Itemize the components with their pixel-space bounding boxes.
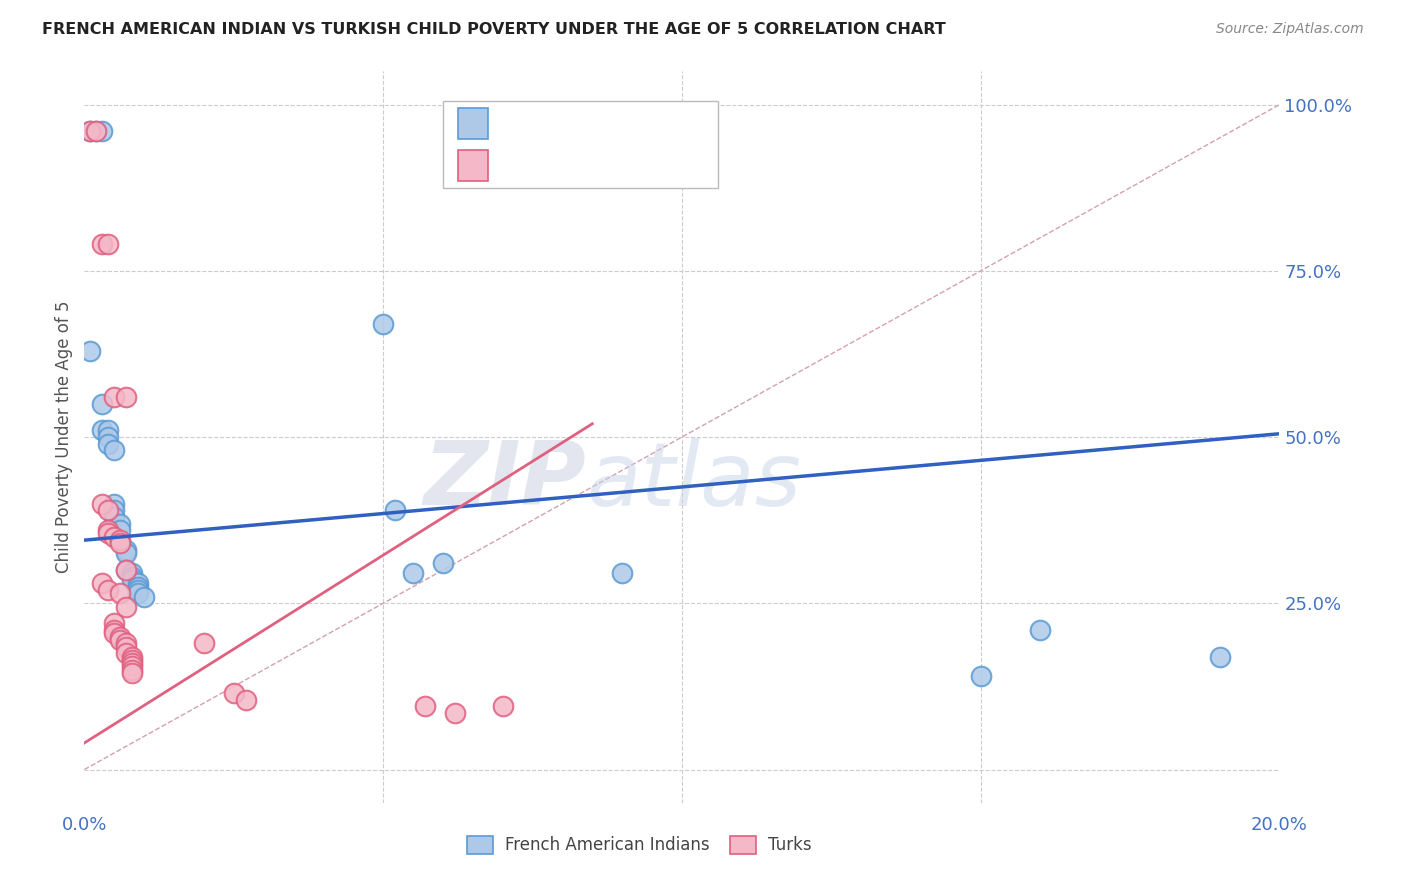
Text: FRENCH AMERICAN INDIAN VS TURKISH CHILD POVERTY UNDER THE AGE OF 5 CORRELATION C: FRENCH AMERICAN INDIAN VS TURKISH CHILD … [42, 22, 946, 37]
Point [97, 582, 120, 597]
Text: R =  0.135: R = 0.135 [503, 114, 599, 132]
Point [110, 523, 132, 537]
FancyBboxPatch shape [443, 101, 718, 188]
Point [86, 124, 108, 138]
Point [110, 533, 132, 548]
Point [110, 586, 132, 600]
Point [103, 530, 125, 544]
Text: 0.0%: 0.0% [62, 816, 107, 834]
Point [115, 563, 138, 577]
Point [103, 509, 125, 524]
Point [97, 237, 120, 252]
Point [970, 669, 993, 683]
Point [91, 576, 114, 591]
Bar [467, 836, 494, 854]
Point [103, 626, 125, 640]
Point [115, 390, 138, 404]
Point [612, 566, 634, 581]
Point [103, 497, 125, 511]
Text: atlas: atlas [586, 438, 801, 524]
Text: N = 35: N = 35 [605, 157, 672, 175]
Point [132, 590, 156, 604]
Point [121, 666, 143, 681]
Point [121, 566, 143, 581]
Point [1209, 649, 1232, 664]
Point [121, 573, 143, 587]
Point [1029, 623, 1052, 637]
Point [222, 686, 245, 700]
Point [444, 706, 467, 720]
Point [110, 632, 132, 647]
Point [79, 124, 101, 138]
Point [121, 659, 143, 673]
Text: ZIP: ZIP [423, 437, 586, 524]
Point [86, 124, 108, 138]
Point [492, 699, 515, 714]
Point [121, 570, 143, 584]
Point [121, 663, 143, 677]
Point [127, 580, 149, 594]
Point [103, 616, 125, 631]
Point [115, 599, 138, 614]
Point [413, 699, 436, 714]
Point [127, 582, 149, 597]
Text: Turks: Turks [768, 836, 811, 854]
Point [97, 526, 120, 541]
Point [432, 557, 454, 571]
Point [193, 636, 215, 650]
Point [115, 563, 138, 577]
Point [121, 653, 143, 667]
Point [110, 630, 132, 644]
Point [97, 436, 120, 450]
Point [110, 516, 132, 531]
Point [97, 430, 120, 444]
Text: Source: ZipAtlas.com: Source: ZipAtlas.com [1216, 22, 1364, 37]
Point [110, 536, 132, 550]
Point [235, 692, 257, 706]
Point [115, 543, 138, 558]
Text: R =  0.426: R = 0.426 [503, 157, 599, 175]
Point [91, 124, 114, 138]
Text: French American Indians: French American Indians [505, 836, 710, 854]
Point [97, 503, 120, 517]
Point [79, 343, 101, 358]
Point [103, 623, 125, 637]
Bar [730, 836, 756, 854]
Point [121, 649, 143, 664]
Point [79, 124, 101, 138]
Y-axis label: Child Poverty Under the Age of 5: Child Poverty Under the Age of 5 [55, 301, 73, 574]
Point [103, 443, 125, 458]
Point [91, 237, 114, 252]
Point [91, 397, 114, 411]
Point [373, 317, 395, 331]
Point [402, 566, 425, 581]
Point [97, 424, 120, 438]
Point [115, 636, 138, 650]
Text: N = 28: N = 28 [605, 114, 672, 132]
Point [91, 497, 114, 511]
Point [115, 646, 138, 660]
Point [115, 546, 138, 560]
Point [127, 576, 149, 591]
Point [121, 656, 143, 670]
Bar [458, 108, 488, 138]
Text: 20.0%: 20.0% [1251, 816, 1308, 834]
Point [97, 523, 120, 537]
Point [91, 424, 114, 438]
Point [103, 503, 125, 517]
Bar [458, 151, 488, 181]
Point [127, 586, 149, 600]
Point [103, 390, 125, 404]
Point [384, 503, 406, 517]
Point [115, 640, 138, 654]
